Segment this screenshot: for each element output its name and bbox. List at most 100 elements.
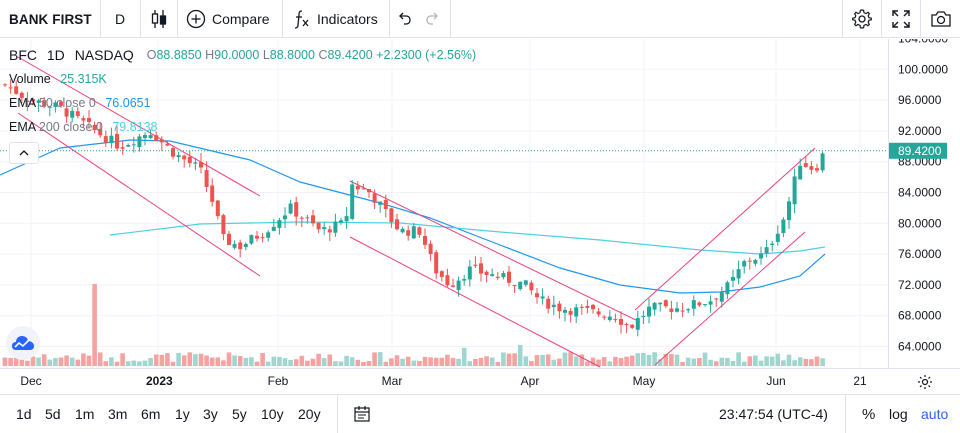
candle-body (675, 308, 679, 312)
candle-body (742, 261, 747, 267)
range-button-5y[interactable]: 5y (232, 406, 247, 422)
candle-body (182, 155, 187, 160)
range-button-1y[interactable]: 1y (175, 406, 190, 422)
candle-body (557, 303, 562, 312)
candle-body (809, 166, 814, 170)
volume-bar (657, 359, 663, 366)
candle-body (327, 229, 332, 233)
range-button-20y[interactable]: 20y (298, 406, 321, 422)
logo[interactable] (6, 326, 40, 360)
volume-bar (557, 358, 562, 366)
chart-grid (0, 39, 888, 368)
candle-body (495, 276, 500, 278)
toolbar-divider (177, 0, 178, 38)
collapse-legend-button[interactable] (9, 142, 39, 164)
range-button-10y[interactable]: 10y (261, 406, 284, 422)
candle-body (389, 208, 394, 223)
volume-bar (478, 357, 484, 366)
candle-body (607, 316, 612, 321)
log-scale-toggle[interactable]: log (889, 406, 908, 422)
ema200-label: EMA (9, 120, 36, 134)
calendar-icon[interactable] (353, 405, 371, 423)
time-tick-label: Apr (520, 374, 540, 388)
candle-body (551, 304, 556, 308)
volume-bar (674, 354, 680, 366)
trendline (17, 112, 261, 277)
fullscreen-button[interactable] (882, 0, 920, 38)
candle-body (731, 277, 735, 281)
candle-body (277, 220, 282, 228)
candle-body (31, 99, 35, 102)
time-axis[interactable]: Dec 2023 Feb Mar Apr May Jun 21 (0, 368, 960, 394)
interval-button[interactable]: D (114, 11, 126, 27)
symbol-search-button[interactable]: BANK FIRST (9, 11, 92, 27)
volume-bar (551, 359, 557, 366)
candle-body (176, 155, 181, 158)
volume-bar (254, 361, 260, 366)
toolbar-divider (450, 0, 451, 38)
volume-bar (137, 361, 142, 366)
volume-bars (2, 284, 825, 366)
undo-button[interactable] (390, 0, 418, 38)
volume-bar (803, 358, 809, 366)
time-tick-label: Mar (381, 374, 403, 388)
volume-bar (753, 355, 758, 366)
volume-bar (461, 347, 467, 366)
range-button-1d[interactable]: 1d (16, 406, 32, 422)
candle-body (8, 87, 13, 89)
redo-button[interactable] (418, 0, 448, 38)
chart-type-button[interactable] (140, 0, 177, 38)
candle-body (613, 319, 618, 321)
percent-scale-toggle[interactable]: % (862, 405, 876, 423)
auto-scale-toggle[interactable]: auto (921, 406, 949, 422)
range-button-3y[interactable]: 3y (203, 406, 218, 422)
range-button-5d[interactable]: 5d (45, 406, 61, 422)
candle-body (64, 108, 69, 117)
axis-settings-icon[interactable] (917, 374, 933, 390)
candle-body (759, 253, 763, 259)
price-axis: 104.0000100.000096.000092.000088.000084.… (0, 39, 948, 368)
price-chart[interactable]: 104.0000100.000096.000092.000088.000084.… (0, 39, 960, 368)
volume-bar (333, 361, 338, 366)
compare-button[interactable]: Compare (178, 0, 282, 38)
candle-body (753, 260, 758, 264)
volume-bar (159, 354, 165, 366)
volume-bar (209, 357, 215, 366)
candle-body (322, 227, 327, 230)
candle-body (36, 100, 41, 103)
volume-bar (165, 353, 170, 366)
range-button-1m[interactable]: 1m (75, 406, 95, 422)
candle-body (775, 233, 780, 242)
range-button-3m[interactable]: 3m (108, 406, 128, 422)
clock[interactable]: 23:47:54 (UTC-4) (719, 406, 828, 422)
candle-body (98, 128, 103, 136)
volume-study-legend[interactable]: Volume 25.315K (9, 72, 107, 86)
snapshot-button[interactable] (921, 0, 960, 38)
candle-body (411, 226, 416, 239)
ema50-study-legend[interactable]: EMA 50 close 0 76.0651 (9, 96, 151, 110)
volume-bar (545, 354, 551, 366)
volume-bar (92, 284, 97, 366)
candle-body (635, 318, 640, 330)
volume-bar (618, 357, 624, 366)
volume-bar (19, 357, 25, 366)
candle-body (708, 301, 713, 305)
volume-bar (349, 357, 355, 366)
volume-bar (764, 356, 769, 366)
volume-bar (64, 355, 69, 366)
toolbar-divider (842, 0, 843, 38)
volume-bar (13, 357, 19, 366)
price-tick-label: 64.0000 (898, 340, 942, 354)
candle-body (585, 305, 590, 308)
candle-body (215, 200, 220, 217)
ema200-study-legend[interactable]: EMA 200 close 0 79.8138 (9, 120, 158, 134)
settings-button[interactable] (843, 0, 881, 38)
time-tick-label: May (632, 374, 656, 388)
ema200-params: 200 close 0 (38, 120, 103, 134)
range-button-6m[interactable]: 6m (141, 406, 161, 422)
candle-body (574, 307, 579, 317)
candle-body (563, 309, 567, 313)
volume-bar (719, 357, 725, 366)
volume-bar (467, 361, 473, 366)
indicators-button[interactable]: Indicators (283, 0, 389, 38)
